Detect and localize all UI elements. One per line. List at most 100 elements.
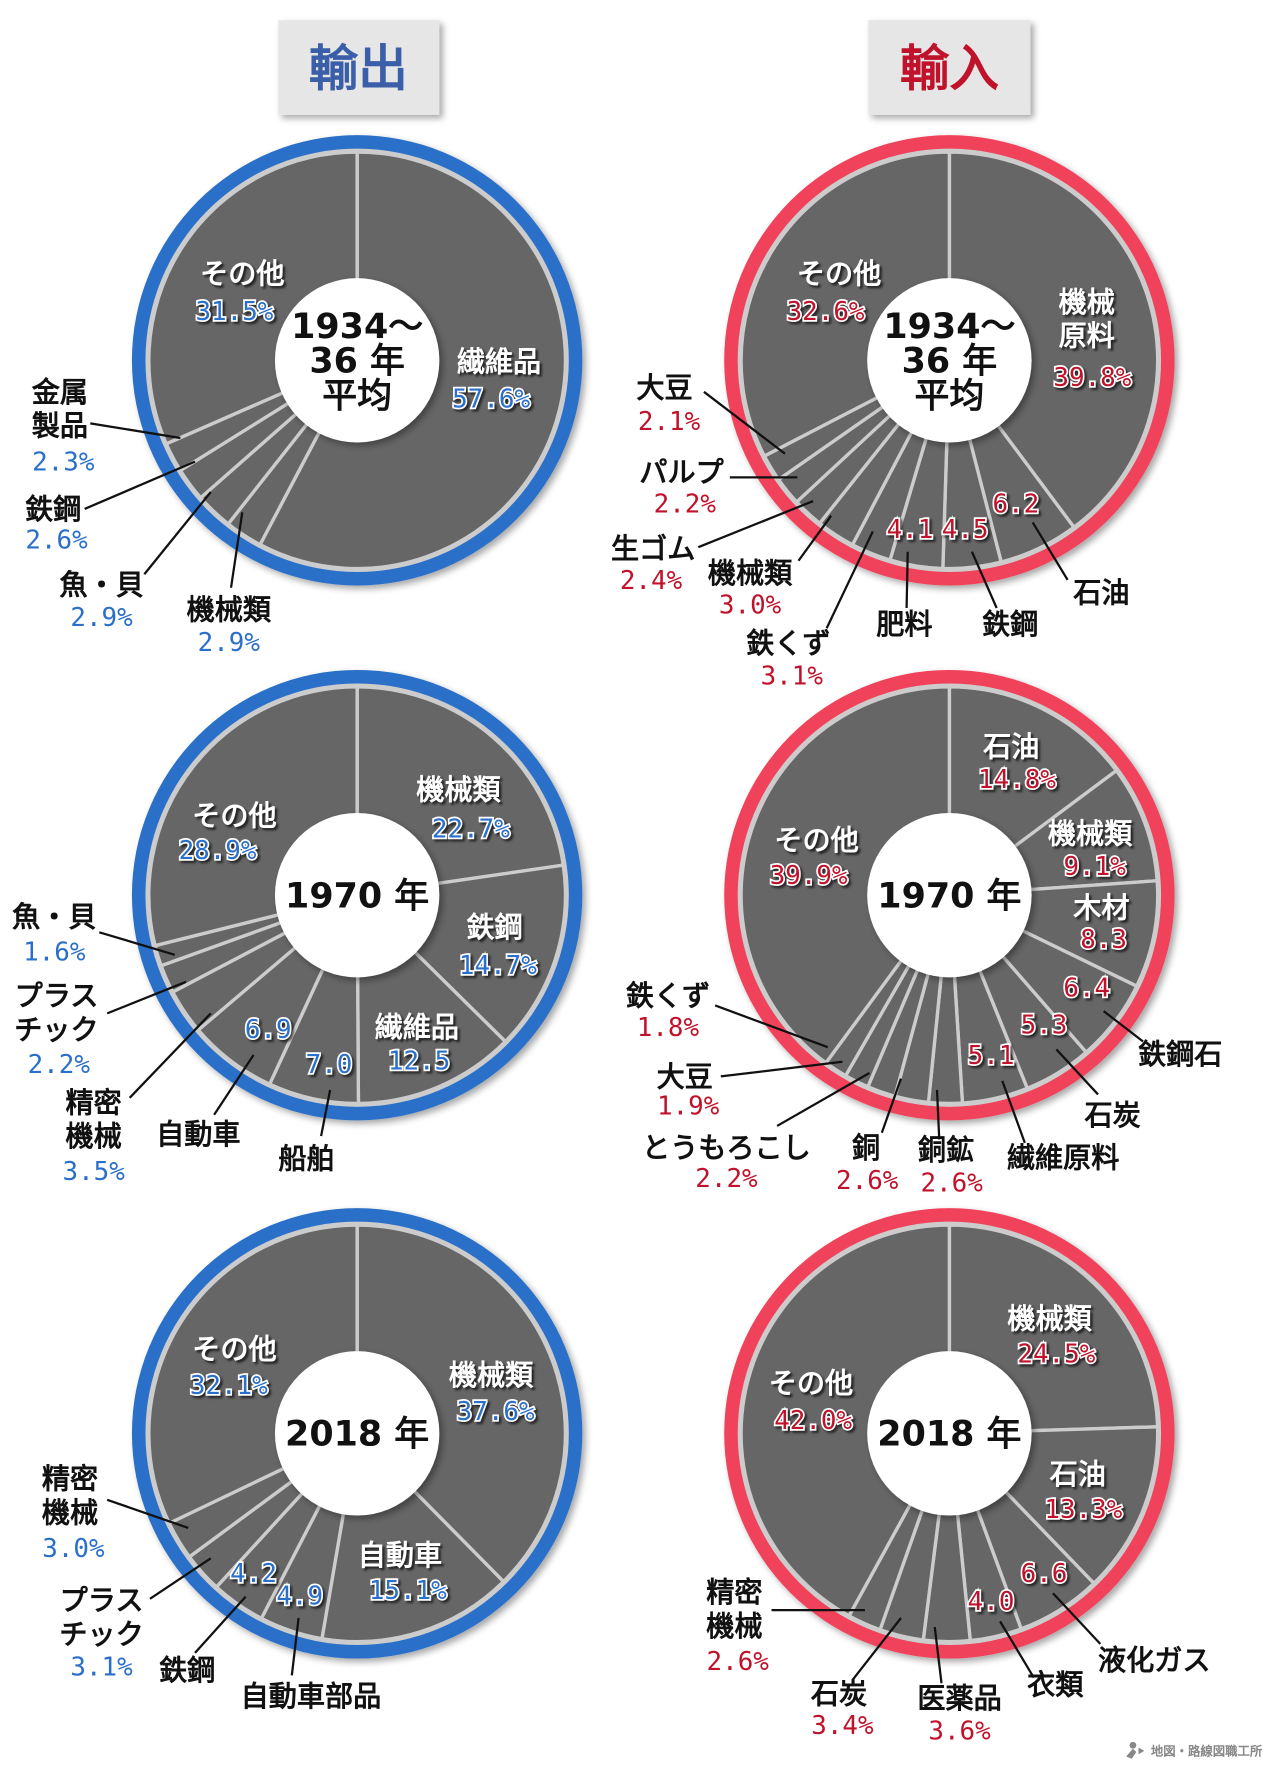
slice-value: 13.3% [1044, 1495, 1122, 1525]
slice-value: 32.1% [190, 1371, 268, 1401]
slice-value: 4.0 [968, 1587, 1015, 1617]
footer-credit: 地図・路線図職工所 [1126, 1741, 1263, 1759]
slice-label: パルプ [639, 456, 724, 489]
slice-value: 6.2 [992, 489, 1039, 519]
slice-value: 2.9% [198, 628, 261, 658]
slice-label: 魚・貝 [12, 901, 96, 934]
slice-label: 精密 [42, 1463, 98, 1496]
slice-label: その他 [774, 824, 858, 857]
slice-label: プラス [60, 1584, 144, 1617]
slice-value: 31.5% [195, 297, 273, 327]
slice-label: 鉄鋼 [982, 608, 1038, 641]
slice-label: 機械類 [1007, 1303, 1092, 1336]
slice-label: 大豆 [636, 371, 692, 404]
slice-label: 鉄鋼 [25, 493, 81, 526]
slice-value: 3.4% [811, 1711, 874, 1741]
leader-line [797, 515, 833, 562]
pie-center-label: 平均 [914, 377, 984, 417]
leader-line [213, 1054, 255, 1116]
leader-line [90, 422, 181, 440]
slice-value: 42.0% [774, 1406, 852, 1436]
slice-label: 金属 [31, 376, 88, 409]
slice-label: 銅 [852, 1131, 880, 1164]
slice-value: 12.5 [388, 1047, 450, 1077]
slice-value: 39.9% [770, 861, 848, 891]
slice-value: 3.1% [761, 662, 824, 692]
slice-label: 魚・貝 [59, 569, 143, 602]
slice-value: 2.3% [32, 448, 95, 478]
pie-center-label: 1934～ [883, 307, 1015, 347]
leader-line [697, 500, 814, 549]
leader-line [720, 1060, 843, 1078]
slice-value: 3.1% [70, 1652, 133, 1682]
slice-value: 22.7% [432, 815, 510, 845]
slice-label: 繊維品 [375, 1011, 459, 1044]
slice-label: 繊維原料 [1007, 1142, 1120, 1175]
slice-label: 肥料 [876, 608, 932, 641]
slice-label: その他 [769, 1367, 853, 1400]
slice-label: その他 [192, 1333, 276, 1366]
slice-value: 3.6% [928, 1717, 991, 1747]
slice-label: 機械類 [416, 773, 501, 806]
slice-value: 24.5% [1017, 1339, 1095, 1369]
leader-line [1031, 521, 1069, 581]
slice-value: 37.6% [457, 1397, 535, 1427]
slice-label: その他 [797, 258, 881, 291]
pie-center [867, 1351, 1032, 1516]
slice-label: 機械 [1059, 286, 1115, 319]
leader-line [825, 530, 874, 629]
slice-label: チック [59, 1618, 143, 1651]
leader-line [935, 1089, 941, 1140]
pie-slice [947, 150, 1160, 530]
slice-value: 28.9% [179, 836, 257, 866]
slice-value: 7.0 [306, 1050, 353, 1080]
slice-value: 2.6% [836, 1166, 899, 1196]
slice-label: とうもろこし [642, 1131, 811, 1164]
export-title-box: 輸出 [278, 20, 440, 115]
import-pie-1: 1934～36 年平均機械原料39.8%石油6.2鉄鋼4.5肥料4.1鉄くず3.… [611, 135, 1175, 692]
slice-label: 精密 [66, 1086, 122, 1119]
slice-label: 製品 [32, 410, 88, 443]
slice-label: その他 [200, 258, 284, 291]
leader-line [851, 1617, 902, 1681]
slice-value: 2.2% [695, 1164, 758, 1194]
slice-value: 1.6% [23, 937, 86, 967]
pie-center [274, 812, 440, 978]
pie-center-label: 1970 年 [877, 877, 1021, 917]
slice-value: 57.6% [452, 385, 530, 415]
slice-value: 2.4% [620, 566, 683, 596]
slice-label: 衣類 [1027, 1669, 1084, 1702]
slice-label: 機械類 [708, 557, 793, 590]
slice-value: 3.0% [719, 591, 782, 621]
pie-center-label: 36 年 [309, 342, 405, 382]
slice-label: その他 [192, 799, 276, 832]
leader-line [143, 491, 212, 575]
leader-line [319, 1089, 332, 1137]
slice-label: 鉄くず [746, 627, 830, 660]
slice-value: 32.6% [787, 297, 865, 327]
slice-value: 2.6% [707, 1647, 770, 1677]
slice-label: 鉄鋼 [466, 911, 522, 944]
slice-label: 船舶 [278, 1143, 334, 1176]
leader-line [970, 551, 998, 609]
pie-center [274, 1351, 440, 1516]
slice-label: 機械 [66, 1120, 122, 1153]
slice-label: 石炭 [1084, 1099, 1141, 1132]
slice-label: 鉄くず [626, 979, 710, 1012]
slice-value: 3.5% [63, 1157, 126, 1187]
slice-label: 銅鉱 [918, 1134, 974, 1167]
pie-center-label: 36 年 [902, 342, 998, 382]
leader-line [128, 1012, 212, 1099]
slice-label: 繊維品 [457, 346, 541, 379]
pie-center-label: 平均 [322, 377, 392, 417]
export-title: 輸出 [309, 40, 408, 98]
leader-line [98, 931, 176, 956]
slice-label: 自動車部品 [241, 1680, 382, 1713]
slice-label: 石油 [982, 731, 1039, 764]
leader-line [1052, 1592, 1102, 1645]
import-title-box: 輸入 [868, 20, 1031, 115]
